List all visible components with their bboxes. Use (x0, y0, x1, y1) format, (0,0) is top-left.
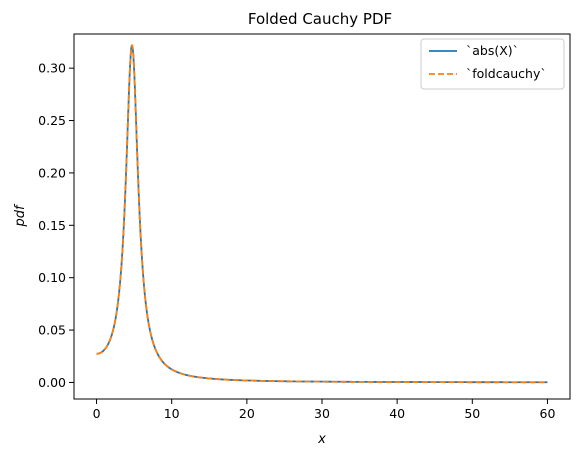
chart-title: Folded Cauchy PDF (248, 10, 392, 28)
x-tick-label: 20 (239, 406, 255, 421)
y-tick-label: 0.10 (38, 270, 66, 285)
y-axis-label: pdf (13, 203, 28, 228)
x-tick-label: 60 (540, 406, 556, 421)
y-axis-ticks: 0.00 0.05 0.10 0.15 0.20 0.25 0.30 (38, 61, 74, 390)
x-tick-label: 10 (164, 406, 180, 421)
x-tick-label: 50 (464, 406, 480, 421)
y-tick-label: 0.00 (38, 375, 66, 390)
x-axis-label: x (317, 432, 326, 447)
x-tick-label: 30 (314, 406, 330, 421)
x-axis-ticks: 0 10 20 30 40 50 60 (93, 399, 556, 421)
x-tick-label: 40 (389, 406, 405, 421)
y-tick-label: 0.15 (38, 218, 66, 233)
legend-label-abs: `abs(X)` (466, 43, 519, 58)
y-tick-label: 0.20 (38, 165, 66, 180)
legend: `abs(X)` `foldcauchy` (420, 38, 565, 90)
y-tick-label: 0.05 (38, 323, 66, 338)
legend-label-foldcauchy: `foldcauchy` (466, 66, 547, 81)
series-lines (95, 44, 549, 384)
plot-area (74, 34, 570, 399)
x-tick-label: 0 (93, 406, 101, 421)
y-tick-label: 0.30 (38, 61, 66, 76)
series-line-foldcauchy (95, 44, 549, 384)
y-tick-label: 0.25 (38, 113, 66, 128)
